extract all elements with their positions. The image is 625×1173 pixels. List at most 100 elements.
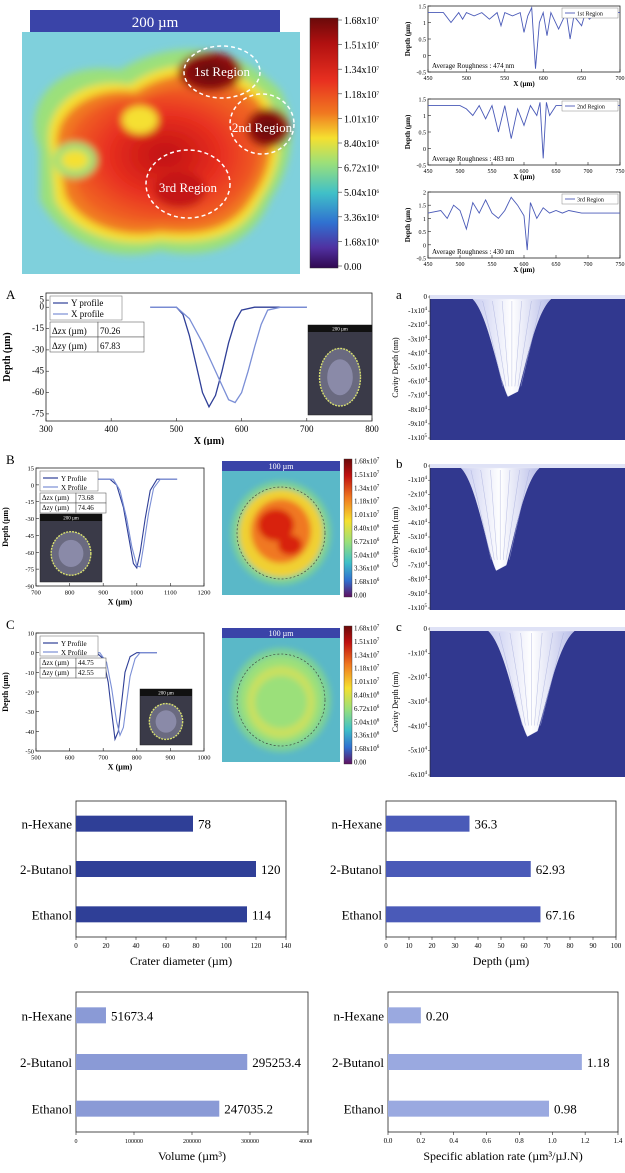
tick-label: 1.68x106 — [354, 745, 380, 753]
y-tick-label: 2 — [423, 191, 426, 197]
tick-label: -1x105 — [408, 604, 427, 612]
tick-label: 1.01x107 — [354, 678, 380, 686]
x-tick-label: 400000 — [299, 1139, 312, 1145]
tick-label: 1.51x107 — [354, 471, 380, 479]
x-tick-label: 300 — [39, 424, 53, 434]
crater-diameter-chart: 0 20 40 60 80 100 120 140 n-Hexane 78 2-Butanol 120… — [20, 800, 292, 968]
x-tick-label: 700 — [616, 76, 625, 82]
x-tick-label: 650 — [577, 76, 586, 82]
x-tick-label: 1.4 — [614, 1137, 623, 1145]
tick-label: -8x104 — [408, 406, 427, 414]
x-tick-label: 550 — [500, 76, 509, 82]
x-axis-label: Crater diameter (µm) — [130, 954, 232, 968]
tick-label: 1.18x107 — [354, 498, 380, 506]
y-axis-label: Depth (µm) — [1, 507, 10, 547]
y-tick-label: 0 — [31, 482, 34, 489]
y-tick-label: 0 — [40, 302, 45, 312]
inset-scale-label: 200 µm — [63, 517, 79, 522]
cavity-c-chart: 0 -1x104 -2x104 -3x104 -4x104 -5x104 -6x104 Cav… — [391, 619, 625, 779]
panel-letter: c — [396, 619, 402, 634]
table-value: 74.46 — [78, 504, 94, 512]
bar-category-label: 2-Butanol — [332, 1055, 384, 1070]
x-tick-label: 550 — [488, 262, 497, 268]
tick-label: -2x104 — [408, 674, 427, 682]
inset-scale-label: 200 µm — [332, 328, 348, 333]
x-tick-label: 450 — [424, 169, 433, 175]
series-line — [76, 652, 157, 742]
x-tick-label: 600 — [235, 424, 249, 434]
top-colorbar: 1.68x107 1.51x107 1.34x107 1.18x107 1.01x107… — [309, 16, 380, 273]
cavity-b-chart: 0 -1x104 -2x104 -3x104 -4x104 -5x104 -6x104 -7x… — [391, 456, 625, 612]
x-tick-label: 10 — [406, 942, 414, 950]
bar — [76, 1054, 248, 1070]
cavity-y-label: Cavity Depth (nm) — [391, 671, 400, 732]
tick-label: 3.36x106 — [354, 565, 380, 573]
legend-label: Y profile — [71, 298, 103, 308]
region-3-profile-chart: 450 500 550 600 650 700 750 2 1.5 1 0.5 0 -0.5 X (µm)… — [404, 191, 625, 275]
tick-label: -2x104 — [408, 321, 427, 329]
cavity-a-chart: 0 -1x104 -2x104 -3x104 -4x104 -5x104 -6x104 -7x… — [391, 287, 625, 442]
region-2-label: 2nd Region — [232, 120, 293, 135]
ablation-rate-chart: 0.0 0.2 0.4 0.6 0.8 1.0 1.2 1.4 n-Hexane 0.20 2-Bu… — [332, 991, 623, 1163]
panel-letter: b — [396, 456, 403, 471]
y-tick-label: 0 — [31, 650, 34, 657]
y-tick-label: 0 — [423, 243, 426, 249]
x-tick-label: 800 — [132, 755, 142, 762]
x-tick-label: 1100 — [164, 590, 177, 597]
tick-label: 1.01x107 — [354, 511, 380, 519]
cavity-y-label: Cavity Depth (nm) — [391, 337, 400, 398]
tick-label: -2x104 — [408, 490, 427, 498]
tick-label: -3x104 — [408, 505, 427, 513]
profile-a-chart: 300 400 500 600 700 800 50 -15 -30 -45 -60 -75 X (µm… — [2, 287, 379, 445]
x-tick-label: 40 — [133, 942, 141, 950]
region-2-circle — [229, 93, 295, 155]
tick-label: 8.40x106 — [354, 525, 380, 533]
x-tick-label: 700 — [300, 424, 314, 434]
panel-letter: B — [6, 452, 15, 467]
y-axis-label: Depth (µm) — [1, 672, 10, 712]
x-tick-label: 450 — [424, 76, 433, 82]
x-tick-label: 500 — [170, 424, 184, 434]
x-tick-label: 900 — [98, 590, 108, 597]
y-tick-label: -30 — [25, 516, 34, 523]
x-tick-label: 700 — [584, 262, 593, 268]
tick-label: -7x104 — [408, 561, 427, 569]
bar-category-label: n-Hexane — [21, 1008, 72, 1023]
x-tick-label: 500 — [462, 76, 471, 82]
x-tick-label: 650 — [552, 169, 561, 175]
x-tick-label: 500 — [456, 169, 465, 175]
tick-label: 6.72x106 — [344, 164, 380, 175]
map-scale-label: 100 µm — [269, 629, 295, 638]
bar-value-label: 1.18 — [587, 1055, 610, 1070]
y-tick-label: -0.5 — [417, 164, 427, 170]
tick-label: -5x104 — [408, 364, 427, 372]
x-tick-label: 1000 — [130, 590, 143, 597]
cavity-y-label: Cavity Depth (nm) — [391, 506, 400, 567]
scale-bar-label: 200 µm — [132, 15, 179, 31]
x-tick-label: 600 — [520, 169, 529, 175]
y-tick-label: 5 — [40, 295, 45, 305]
y-tick-label: 1 — [423, 217, 426, 223]
x-tick-label: 120 — [251, 942, 262, 950]
x-tick-label: 700 — [584, 169, 593, 175]
tick-label: -8x104 — [408, 576, 427, 584]
tick-label: 0 — [424, 462, 428, 470]
tick-label: 1.34x107 — [354, 651, 380, 659]
y-axis-label: Depth (µm) — [404, 21, 412, 56]
tick-label: 1.18x107 — [354, 665, 380, 673]
x-axis-label: X (µm) — [194, 436, 224, 445]
region-3-label: 3rd Region — [159, 180, 218, 195]
bar — [386, 815, 470, 832]
x-tick-label: 0 — [75, 1139, 78, 1145]
bar-value-label: 114 — [252, 907, 272, 922]
y-tick-label: -20 — [25, 690, 34, 697]
series-line — [150, 306, 307, 409]
bar-category-label: Ethanol — [32, 1102, 73, 1117]
small-colorbar — [343, 458, 353, 598]
tick-label: 1.34x107 — [354, 484, 380, 492]
tick-label: -5x104 — [408, 533, 427, 541]
legend-label: 3rd Region — [577, 198, 604, 204]
x-tick-label: 550 — [488, 169, 497, 175]
y-tick-label: -60 — [32, 387, 44, 397]
panel-letter: a — [396, 287, 402, 302]
